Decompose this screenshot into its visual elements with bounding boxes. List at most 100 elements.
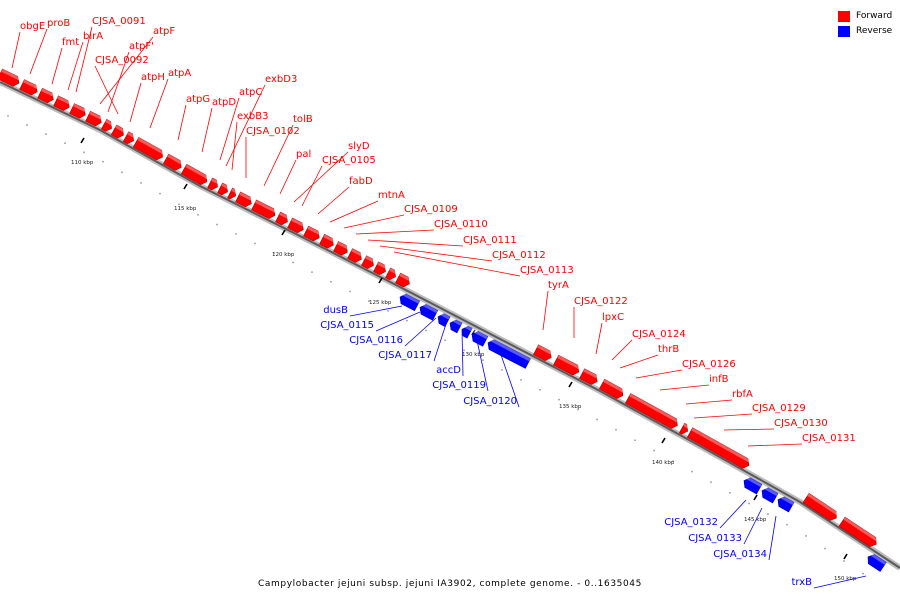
reverse-gene-4 <box>461 324 473 339</box>
reverse-gene-label: CJSA_0116 <box>349 335 403 346</box>
scale-dot <box>216 223 218 226</box>
reverse-gene-label-leader <box>719 499 747 529</box>
forward-gene-label: atpG <box>186 94 210 105</box>
forward-gene-label-leader <box>94 65 119 115</box>
forward-gene-label: CJSA_0092 <box>95 55 149 66</box>
scale-dot <box>387 309 389 312</box>
forward-gene-label: tolB <box>293 114 313 125</box>
tick-mark <box>568 381 573 388</box>
reverse-gene-7 <box>743 475 763 495</box>
forward-gene-label: tyrA <box>548 280 569 291</box>
forward-gene-label: CJSA_0124 <box>632 329 686 340</box>
scale-dot <box>406 319 408 322</box>
scale-dot <box>539 388 541 391</box>
forward-gene-label: atpA <box>168 68 191 79</box>
reverse-gene-2 <box>437 311 451 327</box>
forward-gene-label-leader <box>107 51 130 113</box>
forward-gene-34 <box>802 492 840 521</box>
forward-gene-1 <box>19 79 40 96</box>
tick-mark <box>843 553 848 560</box>
forward-gene-label: CJSA_0110 <box>434 219 488 230</box>
tick-label: 145 kbp <box>744 517 767 523</box>
forward-gene-label: CJSA_0113 <box>520 265 574 276</box>
scale-dot <box>691 470 693 473</box>
forward-gene-25 <box>385 267 399 281</box>
scale-dot <box>235 233 237 235</box>
reverse-gene-label: trxB <box>791 577 812 588</box>
scale-dot <box>64 142 66 145</box>
forward-gene-10 <box>162 153 184 171</box>
scale-dot <box>653 449 655 452</box>
forward-gene-label: fabD <box>349 176 373 187</box>
forward-gene-label-leader <box>301 165 323 207</box>
scale-dot <box>767 513 769 515</box>
scale-dot <box>463 349 465 352</box>
forward-swatch <box>838 10 850 22</box>
scale-dot <box>83 151 85 154</box>
forward-gene-label-leader <box>219 97 240 161</box>
forward-gene-label-leader <box>393 251 521 277</box>
forward-gene-label: CJSA_0129 <box>752 403 806 414</box>
forward-gene-label: obgE <box>20 21 45 32</box>
legend-reverse: Reverse <box>838 24 892 38</box>
scale-dot <box>140 182 142 184</box>
reverse-gene-label: dusB <box>323 305 348 316</box>
tick-label: 135 kbp <box>559 404 582 410</box>
reverse-gene-3 <box>449 318 463 334</box>
forward-gene-label: CJSA_0130 <box>774 418 828 429</box>
forward-gene-label: CJSA_0102 <box>246 126 300 137</box>
forward-gene-27 <box>533 344 554 361</box>
forward-gene-label: rbfA <box>732 389 753 400</box>
forward-gene-label: slyD <box>348 141 370 152</box>
reverse-gene-label: CJSA_0133 <box>688 533 742 544</box>
reverse-gene-9 <box>777 494 795 513</box>
forward-gene-label-leader <box>317 186 350 215</box>
scale-dot <box>121 171 123 174</box>
forward-gene-26 <box>395 272 412 288</box>
forward-gene-6 <box>100 119 115 132</box>
scale-dot <box>824 547 826 550</box>
forward-gene-label-leader <box>367 239 464 247</box>
scale-dot <box>482 359 484 362</box>
forward-gene-label-leader <box>659 384 710 391</box>
tick-label: 130 kbp <box>462 352 485 358</box>
scale-dot <box>520 379 522 381</box>
scale-dot <box>596 418 598 421</box>
forward-gene-9 <box>132 136 166 161</box>
scale-dot <box>843 560 845 562</box>
legend-forward: Forward <box>838 9 892 23</box>
forward-gene-label: exbD3 <box>265 74 297 85</box>
scale-dot <box>311 271 313 274</box>
forward-gene-label: mtnA <box>378 190 405 201</box>
reverse-gene-1 <box>419 302 439 321</box>
forward-gene-label-leader <box>231 121 238 171</box>
forward-gene-4 <box>69 103 88 119</box>
forward-gene-5 <box>85 110 104 127</box>
forward-gene-label-leader <box>329 200 379 223</box>
scale-dot <box>501 369 503 371</box>
forward-gene-2 <box>37 87 56 104</box>
reverse-gene-label-leader <box>404 317 437 347</box>
scale-dot <box>805 535 807 537</box>
forward-gene-24 <box>373 261 388 276</box>
reverse-gene-label-leader <box>461 329 464 377</box>
scale-dot <box>672 460 674 463</box>
forward-gene-22 <box>347 248 364 263</box>
forward-gene-32 <box>678 422 691 435</box>
tick-label: 125 kbp <box>369 300 392 306</box>
forward-gene-30 <box>598 378 626 399</box>
scale-dot <box>254 242 256 245</box>
reverse-gene-label: CJSA_0132 <box>664 517 718 528</box>
scale-dot <box>159 192 161 195</box>
reverse-gene-label: accD <box>436 365 461 376</box>
tick-mark <box>378 277 383 284</box>
forward-gene-label-leader <box>723 428 775 431</box>
backbone-line <box>0 81 900 569</box>
scale-dot <box>615 428 617 431</box>
reverse-gene-10 <box>867 552 887 572</box>
tick-label: 115 kbp <box>174 206 197 212</box>
scale-dot <box>292 261 294 264</box>
forward-gene-label: CJSA_0122 <box>574 296 628 307</box>
forward-gene-label: CJSA_0109 <box>404 204 458 215</box>
forward-gene-label: infB <box>709 374 729 385</box>
